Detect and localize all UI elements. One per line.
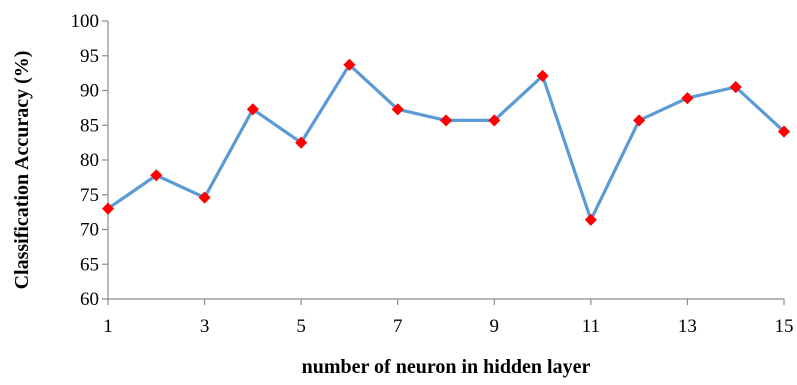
x-tick-label: 7 xyxy=(393,316,403,337)
data-point-marker xyxy=(488,114,501,127)
x-tick-label: 3 xyxy=(200,316,210,337)
data-point-marker xyxy=(295,136,308,149)
series xyxy=(101,58,791,226)
y-tick-label: 100 xyxy=(71,11,100,32)
x-tick-label: 13 xyxy=(678,316,697,337)
data-point-marker xyxy=(536,69,549,82)
data-point-marker xyxy=(584,213,597,226)
x-tick-label: 5 xyxy=(296,316,306,337)
axes xyxy=(107,21,784,300)
y-axis-ticks: 60 65 70 75 80 85 90 95 100 xyxy=(71,11,108,310)
x-axis-title: number of neuron in hidden layer xyxy=(302,356,591,378)
y-tick-label: 75 xyxy=(80,185,99,206)
x-tick-label: 11 xyxy=(582,316,600,337)
data-point-marker xyxy=(150,169,163,182)
data-point-marker xyxy=(777,125,791,138)
data-point-marker xyxy=(439,114,453,127)
data-point-marker xyxy=(681,92,694,105)
y-tick-label: 80 xyxy=(80,150,99,171)
x-axis-ticks: 1 3 5 7 9 11 13 15 xyxy=(103,299,794,337)
y-tick-label: 90 xyxy=(80,81,99,102)
y-tick-label: 60 xyxy=(80,289,99,310)
data-point-marker xyxy=(633,114,646,127)
data-point-marker xyxy=(246,103,259,116)
data-point-marker xyxy=(101,202,115,215)
data-point-marker xyxy=(198,191,211,204)
y-tick-label: 95 xyxy=(80,46,99,67)
y-tick-label: 65 xyxy=(80,254,99,275)
y-tick-label: 70 xyxy=(80,220,99,241)
data-point-marker xyxy=(391,103,404,116)
data-point-marker xyxy=(343,58,356,71)
y-axis-title: Classification Accuracy (%) xyxy=(11,51,33,290)
x-tick-label: 15 xyxy=(775,316,794,337)
x-tick-label: 9 xyxy=(490,316,500,337)
y-tick-label: 85 xyxy=(80,115,99,136)
data-point-marker xyxy=(729,80,742,94)
x-tick-label: 1 xyxy=(103,316,113,337)
